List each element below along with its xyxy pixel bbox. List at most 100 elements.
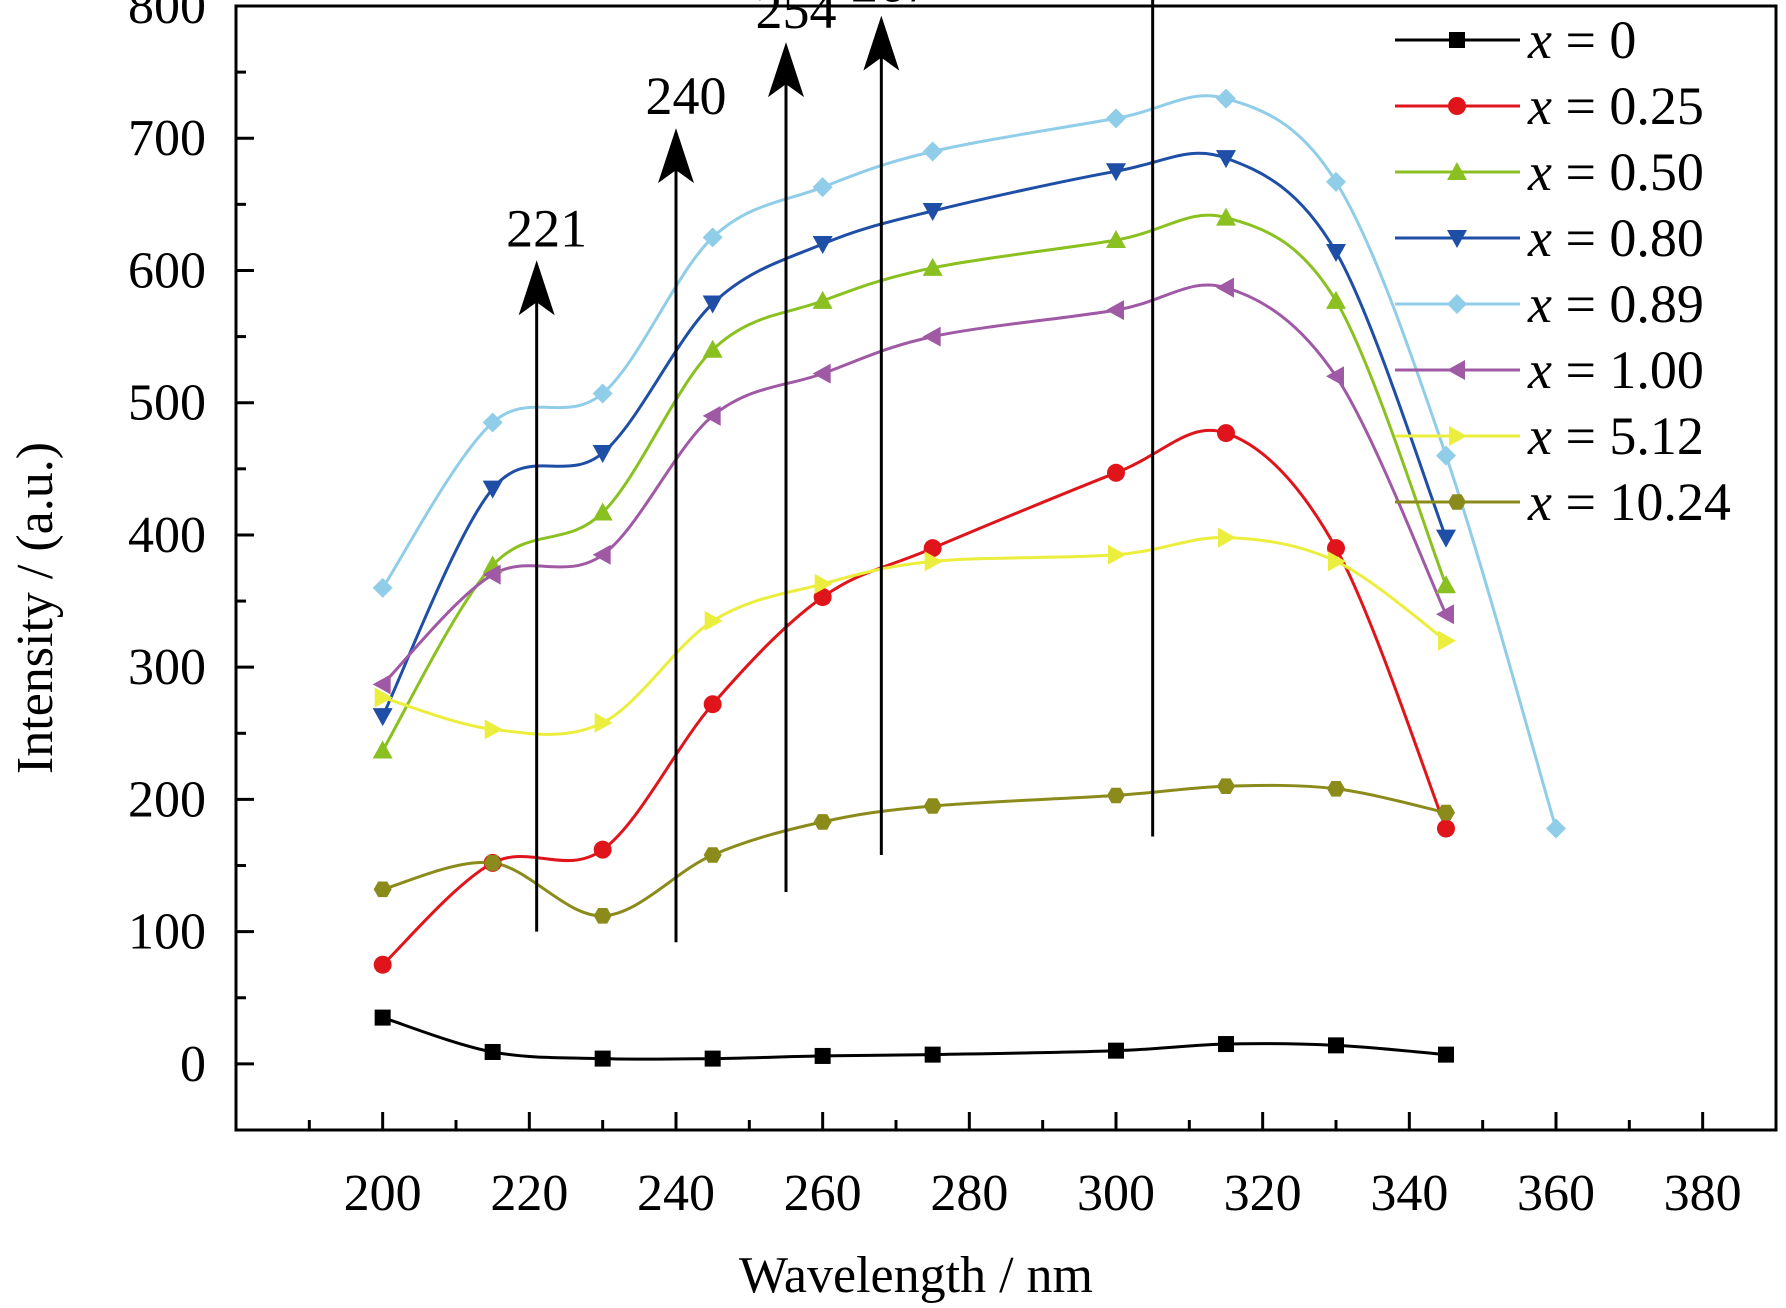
- data-point-x-10-24: [1437, 804, 1455, 821]
- data-point-x-0-25: [1327, 539, 1345, 558]
- legend-variable: x: [1527, 10, 1552, 70]
- data-point-x-0-50: [592, 502, 613, 521]
- data-point-x-1-00: [922, 326, 941, 347]
- legend-marker-x-10-24: [1448, 494, 1466, 510]
- legend-label-x-10-24: x = 10.24: [1527, 472, 1731, 532]
- data-point-x-0-80: [922, 202, 943, 221]
- data-point-x-0-50: [812, 290, 833, 309]
- data-point-x-0-25: [593, 840, 612, 859]
- data-point-x-0: [704, 1050, 721, 1067]
- y-tick-label: 200: [128, 771, 206, 828]
- legend-variable: x: [1527, 208, 1552, 268]
- x-axis-title: Wavelength / nm: [739, 1247, 1093, 1304]
- data-point-x-0: [1438, 1046, 1454, 1063]
- series-line-x-10-24: [382, 783, 1447, 918]
- series-line-x-0: [382, 1016, 1447, 1061]
- legend-variable: x: [1527, 274, 1552, 334]
- x-tick-label: 360: [1517, 1165, 1595, 1222]
- data-point-x-0: [484, 1043, 501, 1060]
- data-point-x-5-12: [374, 687, 393, 708]
- y-axis-title: Intensity / (a.u.): [7, 442, 64, 774]
- data-point-x-0-80: [812, 236, 833, 255]
- data-point-x-0-89: [812, 177, 833, 198]
- legend-variable: x: [1527, 472, 1552, 532]
- data-point-x-0-89: [482, 412, 503, 433]
- data-point-x-5-12: [484, 719, 503, 740]
- data-point-x-0-25: [373, 955, 392, 974]
- y-tick-label: 0: [180, 1036, 206, 1093]
- data-point-x-0-25: [1107, 463, 1125, 482]
- peak-label-254: 254: [756, 0, 837, 40]
- data-point-x-1-00: [812, 363, 831, 384]
- legend-marker-x-0-89: [1447, 294, 1467, 314]
- data-point-x-0-50: [922, 257, 943, 276]
- y-tick-label: 600: [128, 242, 206, 299]
- legend-value: = 0.25: [1552, 76, 1704, 136]
- data-point-x-0-50: [1436, 575, 1456, 594]
- data-point-x-0-89: [592, 383, 613, 404]
- data-point-x-5-12: [1328, 551, 1346, 572]
- legend-variable: x: [1527, 76, 1552, 136]
- data-point-x-10-24: [923, 798, 942, 814]
- legend-marker-x-1-00: [1447, 360, 1465, 380]
- legend-variable: x: [1527, 340, 1552, 400]
- data-point-x-10-24: [483, 855, 502, 871]
- data-point-x-5-12: [1108, 544, 1126, 565]
- data-point-x-1-00: [1326, 366, 1344, 387]
- plot-frame: [234, 4, 1778, 1132]
- series-line-x-1-00: [381, 283, 1448, 686]
- legend-label-x-1-00: x = 1.00: [1527, 340, 1704, 400]
- data-point-x-5-12: [704, 610, 723, 631]
- legend-marker-x-5-12: [1449, 426, 1467, 446]
- x-tick-label: 200: [344, 1165, 422, 1222]
- peak-label-221: 221: [506, 198, 587, 258]
- x-tick-label: 380: [1664, 1165, 1742, 1222]
- data-point-x-0: [1328, 1037, 1344, 1054]
- y-tick-label: 800: [128, 0, 206, 35]
- data-point-x-10-24: [1217, 778, 1235, 794]
- legend-marker-x-0: [1449, 32, 1465, 48]
- data-point-x-0-50: [1216, 207, 1236, 226]
- x-tick-label: 240: [637, 1165, 715, 1222]
- data-point-x-0: [1218, 1036, 1234, 1053]
- data-point-x-0-50: [372, 740, 393, 759]
- legend-value: = 0: [1552, 10, 1636, 70]
- legend-variable: x: [1527, 406, 1552, 466]
- legend-marker-x-0-50: [1447, 162, 1467, 180]
- data-point-x-0: [814, 1047, 831, 1064]
- data-point-x-1-00: [1216, 277, 1234, 298]
- data-point-x-0-25: [1217, 424, 1235, 443]
- y-tick-label: 700: [128, 110, 206, 167]
- legend-marker-x-0-80: [1447, 230, 1467, 248]
- data-point-x-0-80: [372, 708, 393, 727]
- data-point-x-0-89: [1106, 108, 1126, 129]
- data-point-x-0: [924, 1046, 941, 1063]
- legend-value: = 1.00: [1552, 340, 1704, 400]
- x-tick-label: 340: [1370, 1165, 1448, 1222]
- data-point-x-0-80: [702, 295, 723, 314]
- series-line-x-0-89: [381, 94, 1558, 829]
- data-point-x-0-25: [813, 588, 832, 607]
- data-point-x-0-89: [702, 227, 723, 248]
- y-tick-label: 500: [128, 375, 206, 432]
- data-point-x-0-50: [1326, 290, 1346, 309]
- data-point-x-0-89: [1326, 171, 1346, 192]
- y-tick-label: 100: [128, 904, 206, 961]
- data-point-x-0-80: [1326, 243, 1346, 262]
- data-point-x-0-25: [1437, 819, 1455, 838]
- data-point-x-10-24: [373, 881, 392, 898]
- series-line-x-0-25: [381, 428, 1448, 966]
- peak-arrow-head-221: [518, 260, 555, 316]
- data-point-x-0-80: [1216, 150, 1236, 169]
- data-point-x-0-89: [922, 141, 943, 162]
- data-point-x-1-00: [1436, 604, 1454, 625]
- legend-value: = 0.89: [1552, 274, 1704, 334]
- data-point-x-1-00: [592, 544, 611, 565]
- legend-value: = 0.50: [1552, 142, 1704, 202]
- data-point-x-0: [374, 1009, 391, 1026]
- data-point-x-0-50: [1106, 230, 1126, 249]
- peak-arrow-head-240: [658, 128, 694, 184]
- data-point-x-0-80: [592, 444, 613, 463]
- legend-label-x-0: x = 0: [1527, 10, 1636, 70]
